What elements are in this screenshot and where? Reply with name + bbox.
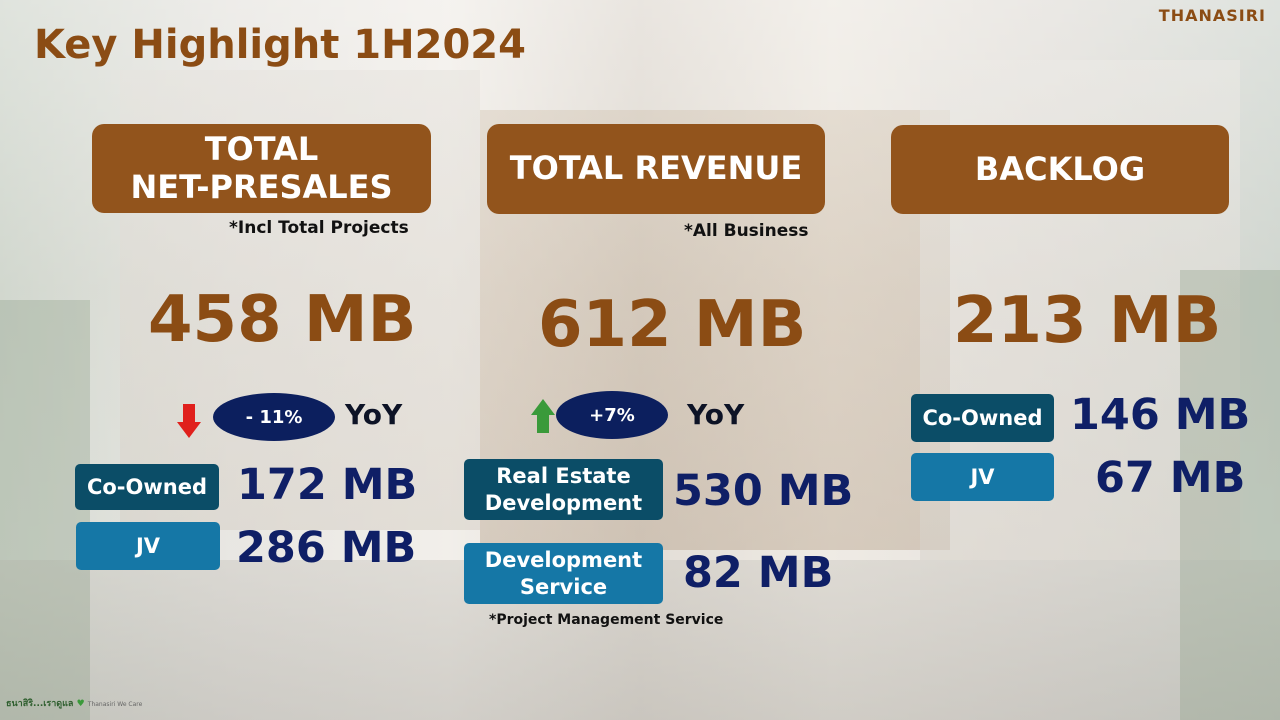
- backlog-jv-value: 67 MB: [1095, 453, 1246, 503]
- revenue-total: 612 MB: [538, 288, 807, 362]
- revenue-devservice-label: Development Service: [464, 543, 663, 604]
- revenue-devservice-value: 82 MB: [683, 548, 834, 598]
- revenue-heading: TOTAL REVENUE: [487, 124, 825, 214]
- presales-yoy-label: YoY: [345, 398, 403, 431]
- revenue-realestate-value: 530 MB: [673, 466, 854, 516]
- presales-coowned-label: Co-Owned: [75, 464, 219, 510]
- revenue-yoy-label: YoY: [687, 398, 745, 431]
- revenue-devservice-label-line1: Development: [484, 548, 643, 573]
- revenue-note: *All Business: [684, 221, 809, 241]
- presales-jv-label: JV: [76, 522, 220, 570]
- heart-icon: ♥: [76, 699, 85, 709]
- footer-logo: ธนาสิริ...เราดูแล ♥ Thanasiri We Care: [6, 696, 142, 710]
- revenue-yoy-pill: +7%: [556, 391, 668, 439]
- brand-logo-text: THANASIRI: [1158, 6, 1266, 25]
- presales-heading: TOTAL NET-PRESALES: [92, 124, 431, 213]
- revenue-realestate-label-line2: Development: [484, 490, 643, 515]
- footer-logo-text: ธนาสิริ...เราดูแล: [6, 699, 74, 709]
- presales-coowned-value: 172 MB: [237, 460, 418, 510]
- backlog-coowned-value: 146 MB: [1070, 390, 1251, 440]
- backlog-heading: BACKLOG: [891, 125, 1229, 214]
- revenue-realestate-label-line1: Real Estate: [496, 464, 631, 489]
- revenue-realestate-label: Real Estate Development: [464, 459, 663, 520]
- footer-logo-sub: Thanasiri We Care: [87, 701, 143, 708]
- presales-total: 458 MB: [148, 283, 417, 357]
- presales-heading-line2: NET-PRESALES: [130, 167, 393, 206]
- page-title: Key Highlight 1H2024: [34, 22, 526, 68]
- tree-right-shape: [1180, 270, 1280, 720]
- presales-note: *Incl Total Projects: [229, 218, 409, 238]
- revenue-footnote: *Project Management Service: [489, 612, 724, 628]
- revenue-devservice-label-line2: Service: [519, 574, 608, 599]
- backlog-jv-label: JV: [911, 453, 1054, 501]
- presales-yoy-pill: - 11%: [213, 393, 335, 441]
- presales-heading-line1: TOTAL: [204, 130, 319, 169]
- backlog-total: 213 MB: [953, 284, 1222, 358]
- presales-jv-value: 286 MB: [236, 523, 417, 573]
- down-arrow-icon: [177, 404, 201, 438]
- up-arrow-icon: [531, 399, 555, 433]
- backlog-coowned-label: Co-Owned: [911, 394, 1054, 442]
- tree-left-shape: [0, 300, 90, 720]
